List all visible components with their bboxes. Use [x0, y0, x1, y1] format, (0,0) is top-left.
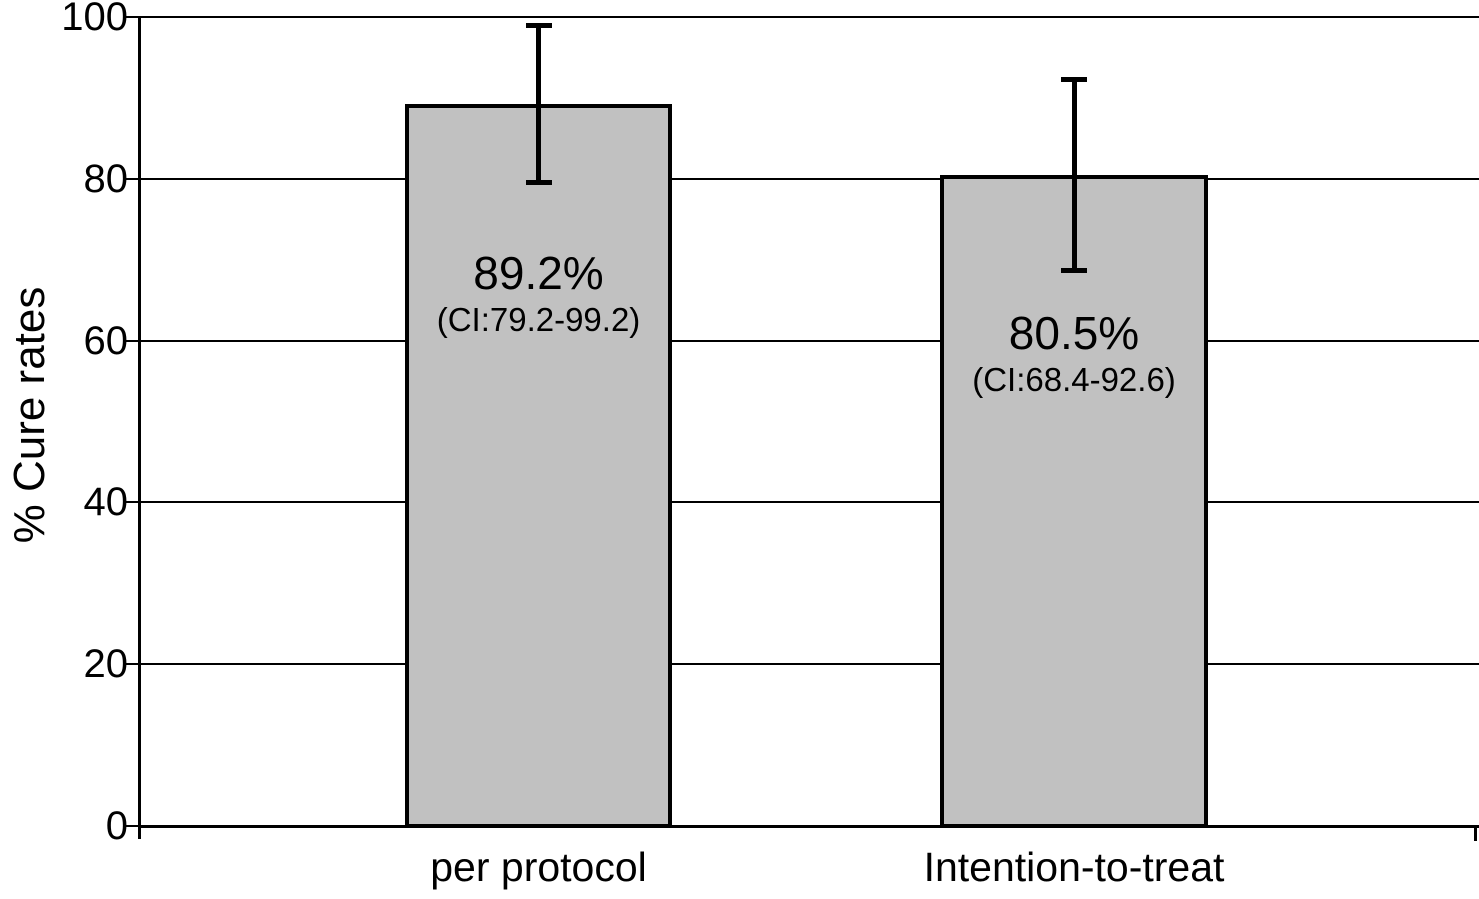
bar-ci-label: (CI:79.2-99.2): [436, 301, 641, 338]
gridline: [140, 177, 1479, 180]
gridline: [140, 16, 1479, 18]
y-tick: [126, 339, 140, 342]
y-tick: [126, 16, 140, 18]
bar-ci-label: (CI:68.4-92.6): [972, 361, 1176, 398]
y-tick-label: 100: [61, 0, 128, 39]
y-tick-label: 60: [83, 318, 129, 363]
y-tick-label: 0: [105, 804, 128, 848]
y-tick-label: 80: [83, 156, 129, 201]
x-category-label: Intention-to-treat: [923, 844, 1225, 890]
gridline: [140, 663, 1479, 666]
x-axis-end-tick: [1474, 826, 1477, 841]
x-category-label: per protocol: [430, 844, 647, 890]
error-bar-line: [1071, 76, 1077, 273]
y-axis-line: [138, 17, 141, 839]
gridline: [140, 825, 1479, 828]
bar: [940, 174, 1208, 828]
gridline: [140, 501, 1479, 504]
y-tick-label: 20: [83, 642, 129, 687]
gridline: [140, 339, 1479, 342]
bar-label: 89.2% (CI:79.2-99.2): [437, 247, 641, 341]
bar-label: 80.5% (CI:68.4-92.6): [972, 307, 1176, 401]
y-tick-label: 40: [83, 480, 129, 525]
error-bar-cap-bottom: [1061, 267, 1087, 273]
y-tick: [126, 663, 140, 666]
y-tick: [126, 825, 140, 827]
bar: [405, 104, 672, 828]
error-bar-cap-bottom: [525, 180, 552, 186]
y-axis-title: % Cure rates: [5, 286, 54, 544]
y-tick: [126, 501, 140, 504]
error-bar-cap-top: [1061, 76, 1087, 82]
y-tick: [126, 177, 140, 180]
error-bar-cap-top: [525, 23, 552, 29]
bar-value-label: 89.2%: [473, 247, 604, 299]
error-bar-line: [536, 23, 541, 186]
bar-value-label: 80.5%: [1008, 307, 1140, 359]
